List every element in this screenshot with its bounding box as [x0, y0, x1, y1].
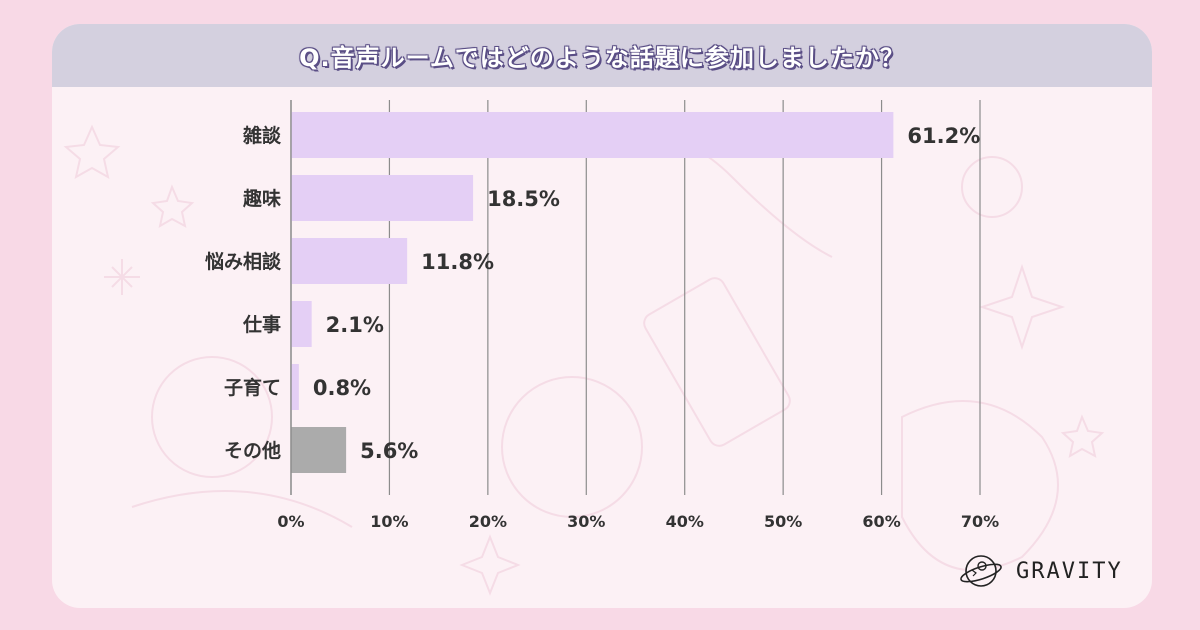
bar [291, 112, 894, 158]
gravity-logo: GRAVITY [958, 546, 1138, 596]
x-tick-label: 30% [567, 512, 605, 531]
x-tick-label: 10% [370, 512, 408, 531]
background-doodles [63, 124, 1105, 596]
bar [291, 301, 312, 347]
question-header: Q.音声ルームではどのような話題に参加しましたか？ [52, 24, 1152, 87]
x-tick-label: 20% [469, 512, 507, 531]
bar-chart: 0% 10% 20% 30% 40% 50% 60% 70% 雑談 61.2% 趣味 18.5% 悩み相… [205, 100, 999, 531]
planet-logo-icon [960, 555, 1002, 587]
category-label: その他 [224, 439, 281, 462]
brand-name: GRAVITY [1016, 558, 1123, 584]
category-label: 雑談 [242, 124, 282, 147]
value-label: 2.1% [326, 313, 384, 337]
chart-card: Q.音声ルームではどのような話題に参加しましたか？ 0% 10% 20% 30% 40%… [52, 24, 1152, 608]
value-label: 11.8% [421, 250, 494, 274]
category-label: 子育て [224, 376, 281, 399]
bar [291, 364, 299, 410]
value-label: 61.2% [907, 124, 980, 148]
category-label: 趣味 [242, 187, 281, 210]
chart-title: Q.音声ルームではどのような話題に参加しましたか？ [299, 44, 905, 72]
x-tick-label: 40% [666, 512, 704, 531]
value-label: 5.6% [360, 439, 418, 463]
value-label: 0.8% [313, 376, 371, 400]
bar [291, 427, 347, 473]
value-label: 18.5% [487, 187, 560, 211]
category-label: 悩み相談 [205, 250, 282, 273]
bar [291, 238, 408, 284]
x-tick-label: 70% [961, 512, 999, 531]
x-tick-label: 60% [862, 512, 900, 531]
category-label: 仕事 [242, 313, 281, 336]
x-tick-label: 50% [764, 512, 802, 531]
x-tick-label: 0% [277, 512, 304, 531]
bar [291, 175, 474, 221]
